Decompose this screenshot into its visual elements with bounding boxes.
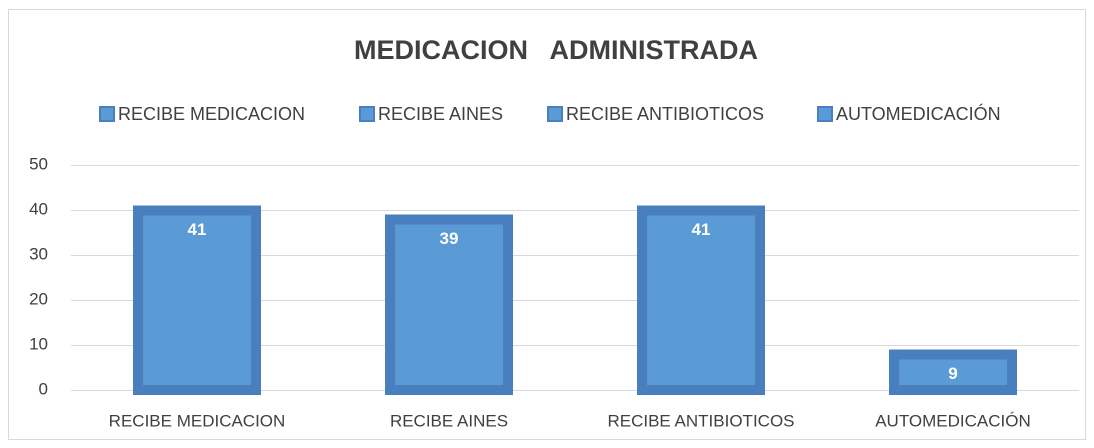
legend-swatch [359, 106, 375, 122]
x-tick-label: RECIBE MEDICACION [109, 411, 286, 430]
legend-label: RECIBE MEDICACION [118, 104, 305, 124]
legend-label: RECIBE AINES [378, 104, 503, 124]
value-label: 9 [948, 364, 957, 383]
y-tick-label: 40 [29, 199, 48, 218]
y-tick-label: 10 [29, 334, 48, 353]
legend-swatch [817, 106, 833, 122]
x-tick-label: AUTOMEDICACIÓN [875, 411, 1031, 430]
bar [637, 205, 765, 395]
y-tick-label: 20 [29, 289, 48, 308]
legend-swatch [547, 106, 563, 122]
x-tick-label: RECIBE ANTIBIOTICOS [607, 411, 794, 430]
x-tick-label: RECIBE AINES [390, 411, 508, 430]
legend-swatch [99, 106, 115, 122]
legend-label: RECIBE ANTIBIOTICOS [566, 104, 764, 124]
y-tick-label: 0 [39, 379, 48, 398]
chart-title: MEDICACION ADMINISTRADA [354, 35, 758, 65]
value-label: 39 [440, 229, 459, 248]
bar [385, 214, 513, 395]
y-tick-label: 50 [29, 154, 48, 173]
bar [133, 205, 261, 395]
legend-label: AUTOMEDICACIÓN [836, 103, 1001, 124]
y-tick-label: 30 [29, 244, 48, 263]
value-label: 41 [692, 220, 711, 239]
value-label: 41 [188, 220, 207, 239]
bar [889, 349, 1017, 395]
